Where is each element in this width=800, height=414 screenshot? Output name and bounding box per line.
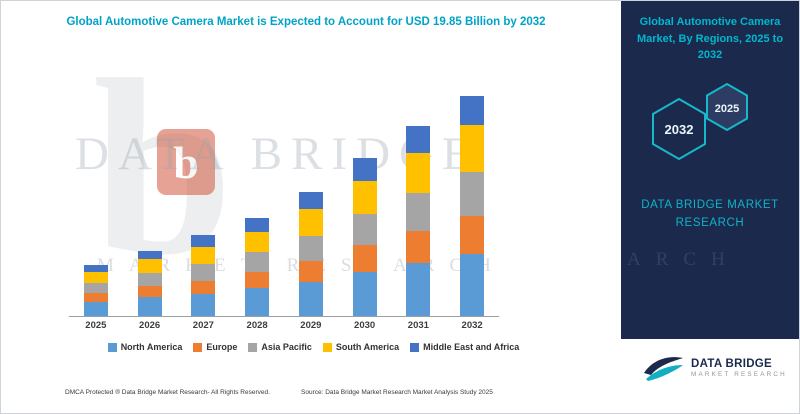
bar-column-2025 (69, 94, 123, 316)
hexagon-2025 (706, 82, 748, 132)
legend-swatch (410, 342, 420, 352)
legend-swatch (107, 342, 117, 352)
hexagon-years-graphic: 2032 2025 (652, 82, 748, 161)
bar-column-2032 (445, 94, 499, 316)
bar-segment-europe (352, 244, 377, 272)
bar-segment-asia-pacific (298, 236, 323, 261)
bar-column-2026 (123, 94, 177, 316)
bar-segment-middle-east-and-africa (83, 264, 108, 272)
bar-segment-europe (298, 260, 323, 282)
bar-segment-north-america (406, 262, 431, 316)
databridge-logo: DATA BRIDGE MARKET RESEARCH (641, 353, 787, 383)
legend-label: South America (335, 342, 400, 352)
bar-segment-europe (406, 230, 431, 263)
hexagon-2032 (652, 97, 706, 161)
x-axis-label: 2025 (85, 320, 107, 331)
bar-segment-middle-east-and-africa (406, 126, 431, 153)
bar-segment-south-america (460, 125, 485, 172)
databridge-swoosh-icon (644, 357, 683, 381)
bar-segment-south-america (191, 247, 216, 264)
bar-column-2029 (284, 94, 338, 316)
bar-segment-south-america (137, 259, 162, 273)
x-axis-label: 2032 (461, 320, 483, 331)
x-axis-label: 2026 (139, 320, 161, 331)
bar-segment-europe (83, 292, 108, 302)
legend-label: Europe (206, 342, 238, 352)
x-axis-label: 2028 (246, 320, 268, 331)
bar-segment-asia-pacific (245, 251, 270, 272)
bar-segment-asia-pacific (191, 263, 216, 281)
sidebar-panel: Global Automotive Camera Market, By Regi… (621, 1, 799, 339)
bar-column-2031 (392, 94, 446, 316)
watermark-logo-square: b (157, 129, 215, 195)
bar-segment-north-america (83, 301, 108, 316)
logo-subtitle: MARKET RESEARCH (691, 371, 787, 378)
sidebar-title: Global Automotive Camera Market, By Regi… (636, 16, 784, 61)
bar-segment-asia-pacific (137, 272, 162, 287)
legend-label: Middle East and Africa (423, 342, 520, 352)
legend-item-south-america: South America (322, 342, 400, 352)
bar-segment-middle-east-and-africa (460, 95, 485, 126)
bar-segment-south-america (298, 209, 323, 237)
bar-column-2028 (230, 94, 284, 316)
bar-segment-south-america (352, 180, 377, 214)
legend-item-north-america: North America (107, 342, 183, 352)
x-axis-label: 2030 (354, 320, 376, 331)
bar-segment-north-america (352, 271, 377, 316)
bar-segment-south-america (83, 271, 108, 283)
hexagon-2025-label: 2025 (715, 103, 739, 115)
plot-area (69, 94, 499, 317)
bar-segment-asia-pacific (352, 213, 377, 245)
bar-segment-asia-pacific (83, 282, 108, 293)
chart-legend: North America Europe Asia Pacific South Ame… (31, 342, 596, 352)
bar-segment-europe (137, 286, 162, 298)
x-axis-label: 2029 (300, 320, 322, 331)
legend-item-asia-pacific: Asia Pacific (248, 342, 312, 352)
legend-swatch (193, 342, 203, 352)
bar-segment-asia-pacific (406, 192, 431, 231)
legend-label: Asia Pacific (261, 342, 312, 352)
bar-segment-south-america (245, 231, 270, 252)
x-axis-labels: 2025 2026 2027 2028 2029 2030 2031 2032 (69, 320, 499, 331)
sidebar-watermark-fragment: ARCH (627, 249, 740, 270)
bar-segment-europe (460, 216, 485, 254)
legend-swatch (322, 342, 332, 352)
bar-segment-middle-east-and-africa (245, 218, 270, 232)
legend-item-europe: Europe (193, 342, 237, 352)
databridge-logo-text: DATA BRIDGE MARKET RESEARCH (691, 358, 787, 378)
watermark-databridge-text: DATA BRIDGE (75, 128, 480, 180)
watermark-logo-letter: b (173, 136, 199, 188)
legend-item-middle-east-and-africa: Middle East and Africa (410, 342, 519, 352)
source-note: Source: Data Bridge Market Research Mark… (301, 389, 493, 396)
x-axis-label: 2027 (192, 320, 214, 331)
sidebar-brand-line1: DATA BRIDGE MARKET (641, 199, 779, 211)
x-axis-label: 2031 (407, 320, 429, 331)
bar-column-2027 (177, 94, 231, 316)
legend-label: North America (120, 342, 183, 352)
bar-segment-middle-east-and-africa (191, 235, 216, 248)
bar-segment-europe (245, 271, 270, 289)
bar-segment-south-america (406, 152, 431, 193)
logo-name: DATA BRIDGE (691, 358, 773, 370)
legend-swatch (248, 342, 258, 352)
bar-segment-asia-pacific (460, 171, 485, 217)
bar-segment-europe (191, 280, 216, 294)
bar-segment-middle-east-and-africa (352, 158, 377, 181)
bar-segment-north-america (191, 293, 216, 316)
chart-title: Global Automotive Camera Market is Expec… (66, 16, 546, 28)
bar-segment-north-america (460, 253, 485, 316)
sidebar-brand-text: DATA BRIDGE MARKET RESEARCH (621, 197, 799, 233)
bar-column-2030 (338, 94, 392, 316)
bar-segment-north-america (298, 281, 323, 316)
bar-segment-middle-east-and-africa (298, 191, 323, 210)
dmca-notice: DMCA Protected ® Data Bridge Market Rese… (65, 389, 270, 396)
bar-segment-middle-east-and-africa (137, 250, 162, 260)
sidebar-brand-line2: RESEARCH (675, 216, 745, 229)
bar-segment-north-america (137, 297, 162, 316)
bar-segment-north-america (245, 288, 270, 316)
hexagon-2032-label: 2032 (665, 122, 694, 137)
